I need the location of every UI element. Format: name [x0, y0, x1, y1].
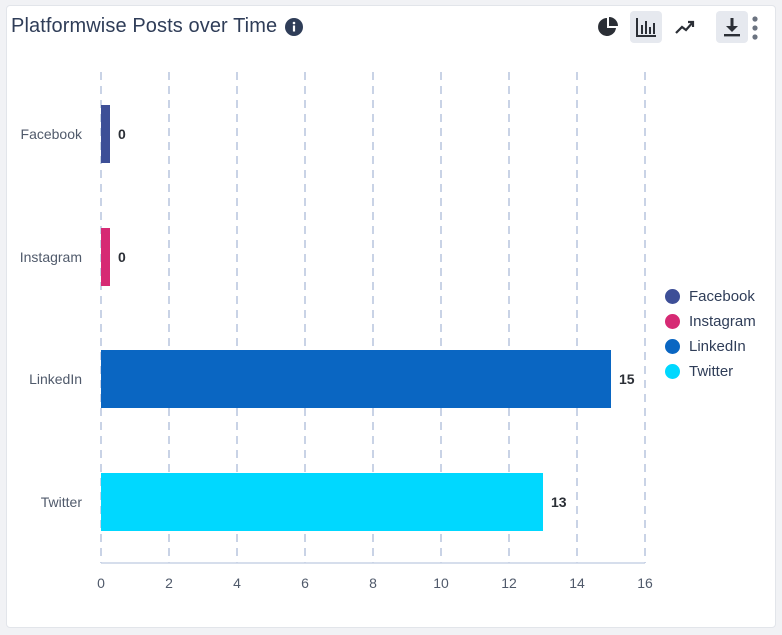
info-icon[interactable] [285, 18, 303, 36]
legend-swatch [665, 289, 680, 304]
legend-item-facebook[interactable]: Facebook [665, 284, 756, 309]
y-category-label: Facebook [21, 126, 83, 142]
bar [101, 228, 110, 286]
legend-label: Instagram [689, 313, 756, 330]
legend-swatch [665, 339, 680, 354]
bar [101, 350, 611, 408]
bar [101, 105, 110, 163]
legend-swatch [665, 364, 680, 379]
bar-value-label: 15 [619, 371, 635, 387]
x-tick-label: 8 [369, 575, 377, 591]
x-tick-label: 4 [233, 575, 241, 591]
y-category-label: LinkedIn [29, 371, 82, 387]
pie-chart-button[interactable] [592, 11, 624, 43]
x-tick-label: 12 [501, 575, 517, 591]
legend-label: Twitter [689, 363, 734, 380]
x-tick-label: 2 [165, 575, 173, 591]
bar-value-label: 0 [118, 249, 126, 265]
download-button[interactable] [716, 11, 748, 43]
bar [101, 473, 543, 531]
line-chart-icon [675, 20, 695, 34]
bar-value-label: 13 [551, 494, 567, 510]
y-category-label: Twitter [41, 494, 83, 510]
x-tick-label: 0 [97, 575, 105, 591]
chart-title: Platformwise Posts over Time [11, 15, 278, 37]
x-tick-label: 14 [569, 575, 585, 591]
legend-swatch [665, 314, 680, 329]
legend-label: Facebook [689, 288, 755, 305]
more-vertical-icon[interactable] [750, 15, 760, 41]
legend-item-instagram[interactable]: Instagram [665, 309, 756, 334]
pie-chart-icon [598, 17, 618, 36]
bar-chart-button[interactable] [630, 11, 662, 43]
x-tick-label: 6 [301, 575, 309, 591]
x-tick-label: 10 [433, 575, 449, 591]
download-icon [724, 18, 740, 37]
bar-chart-icon [636, 18, 656, 37]
legend: Facebook Instagram LinkedIn Twitter [665, 284, 756, 384]
legend-item-linkedin[interactable]: LinkedIn [665, 334, 756, 359]
legend-item-twitter[interactable]: Twitter [665, 359, 756, 384]
line-chart-button[interactable] [669, 11, 701, 43]
y-category-label: Instagram [20, 249, 82, 265]
legend-label: LinkedIn [689, 338, 746, 355]
bar-value-label: 0 [118, 126, 126, 142]
x-tick-label: 16 [637, 575, 653, 591]
